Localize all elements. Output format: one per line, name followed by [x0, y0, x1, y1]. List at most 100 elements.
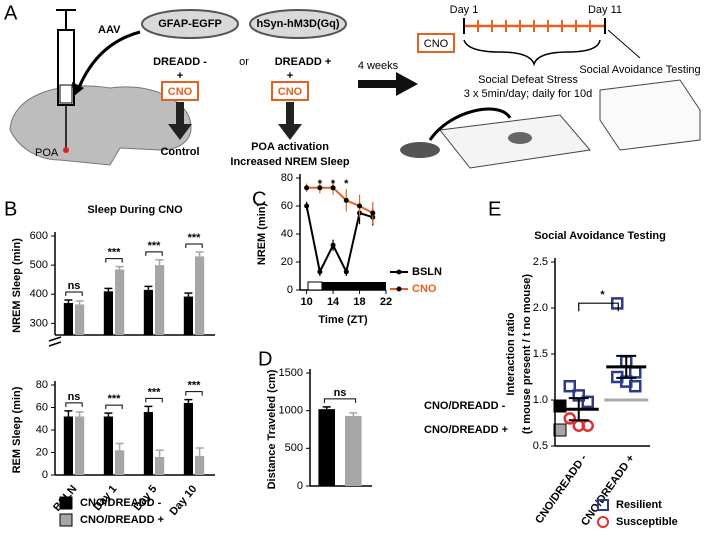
- significance-label: ***: [188, 380, 202, 392]
- point: [629, 379, 642, 393]
- y-tick-label: 0.5: [533, 440, 548, 452]
- y-axis-label: NREM Sleep (min): [11, 238, 23, 333]
- bar: [183, 296, 193, 335]
- outcome-note: POA activation: [251, 141, 329, 153]
- dark-phase: [322, 282, 386, 290]
- legend-marker: [597, 499, 609, 511]
- legend-label: Resilient: [616, 499, 662, 511]
- x-tick-label: 10: [300, 296, 312, 308]
- significance-bracket: [145, 397, 163, 403]
- significance-label: ***: [108, 393, 122, 405]
- cno-boxes: + +: [161, 70, 418, 140]
- significance-label: ***: [148, 386, 162, 398]
- significance-label: ns: [334, 387, 347, 399]
- y-axis-label: (t mouse present / t no mouse): [521, 274, 533, 434]
- axis-break: [48, 336, 62, 342]
- significance-bracket: [185, 243, 203, 249]
- significance-bracket: [578, 302, 619, 312]
- bar: [318, 409, 335, 486]
- y-tick-label: 2.0: [533, 302, 548, 314]
- significance-bracket: [105, 258, 123, 263]
- legend-label: CNO/DREADD +: [424, 424, 508, 436]
- y-axis-label: Interaction ratio: [505, 312, 517, 395]
- point: [370, 210, 376, 216]
- timeline-label: Day 1: [450, 4, 479, 16]
- y-tick-label: 40: [36, 424, 48, 436]
- bar: [155, 457, 165, 475]
- significance-label: *: [344, 178, 349, 190]
- point: [563, 379, 576, 393]
- point: [304, 185, 310, 191]
- legend-swatch: [59, 513, 73, 527]
- aav-label: AAV: [98, 24, 121, 36]
- legend-point: [396, 286, 402, 292]
- bar: [143, 289, 153, 335]
- panel-label: C: [252, 188, 266, 210]
- bar: [115, 269, 125, 335]
- significance-label: ***: [108, 246, 122, 258]
- legend-swatch: [553, 423, 567, 437]
- vector-schematic: [141, 9, 347, 39]
- axis-break: [48, 341, 62, 347]
- y-tick-label: 500: [285, 442, 303, 454]
- significance-label: ns: [68, 280, 81, 292]
- panel-label: B: [4, 198, 17, 220]
- y-tick-label: 400: [30, 288, 48, 300]
- y-tick-label: 80: [281, 172, 293, 184]
- significance-label: ***: [148, 240, 162, 252]
- y-tick-label: 1.5: [533, 348, 548, 360]
- panel-label: E: [488, 198, 501, 220]
- chart-title: Social Avoidance Testing: [534, 230, 666, 242]
- point: [581, 395, 594, 409]
- bar: [195, 455, 205, 475]
- legend-label: CNO/DREADD -: [424, 400, 506, 412]
- y-tick-label: 0: [297, 480, 303, 492]
- cno-label: CNO: [278, 86, 303, 98]
- point: [563, 412, 576, 425]
- significance-label: *: [600, 289, 605, 301]
- cno-label: CNO: [168, 86, 193, 98]
- timeline-label: Day 11: [588, 4, 622, 16]
- interval-label: 4 weeks: [358, 60, 399, 72]
- stress-note: 3 x 5min/day; daily for 10d: [464, 88, 592, 100]
- y-tick-label: 80: [36, 379, 48, 391]
- point: [330, 242, 336, 248]
- svg-text:+: +: [177, 70, 183, 82]
- y-tick-label: 600: [30, 230, 48, 242]
- point: [330, 185, 336, 191]
- significance-bracket: [65, 291, 83, 297]
- x-tick-label: 14: [327, 296, 340, 308]
- bar: [63, 302, 73, 335]
- point: [343, 197, 349, 203]
- y-tick-label: 0: [42, 469, 48, 481]
- significance-label: ***: [188, 232, 202, 244]
- legend-swatch: [59, 496, 73, 510]
- y-tick-label: 60: [36, 401, 48, 413]
- bar: [63, 416, 73, 475]
- legend-label: Susceptible: [616, 516, 678, 528]
- y-tick-label: 1.0: [533, 394, 548, 406]
- significance-bracket: [105, 404, 123, 410]
- y-tick-label: 20: [36, 446, 48, 458]
- y-tick-label: 500: [30, 259, 48, 271]
- vector-label: GFAP-EGFP: [158, 18, 222, 30]
- y-tick-label: 40: [281, 228, 293, 240]
- y-axis-label: NREM (min): [256, 203, 268, 266]
- point: [317, 185, 323, 191]
- series-line: [305, 205, 374, 275]
- y-tick-label: 20: [281, 256, 293, 268]
- y-tick-label: 300: [30, 317, 48, 329]
- significance-label: *: [318, 178, 323, 190]
- bar: [143, 412, 153, 475]
- y-tick-label: 60: [281, 200, 293, 212]
- bar: [115, 450, 125, 475]
- bar: [155, 265, 165, 335]
- x-axis-label: Time (ZT): [318, 314, 368, 326]
- chart-title: Sleep During CNO: [87, 204, 183, 216]
- timeline: [400, 18, 701, 169]
- significance-bracket: [185, 391, 203, 396]
- legend-label: CNO/DREADD -: [80, 497, 162, 509]
- stress-label: Social Defeat Stress: [478, 74, 578, 86]
- legend-label: CNO: [412, 283, 437, 295]
